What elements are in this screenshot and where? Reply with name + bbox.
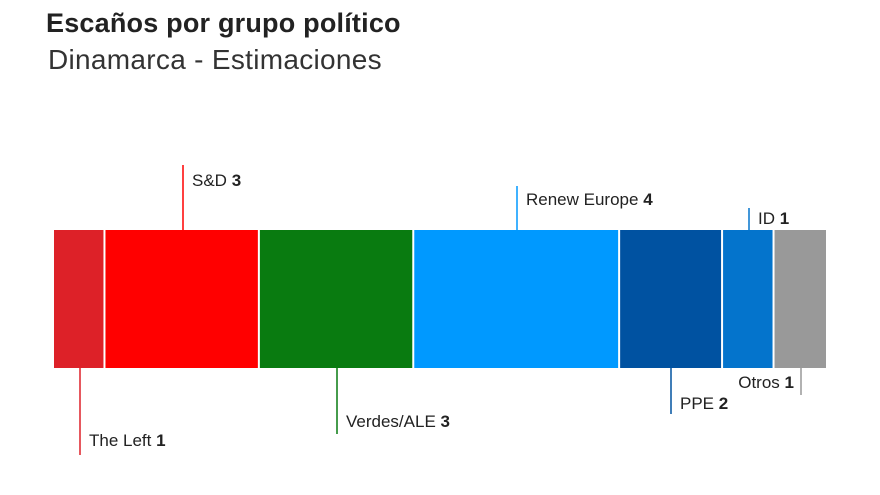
segment-label-s-d: S&D 3 [192,171,241,190]
segment-label-otros: Otros 1 [738,373,794,392]
segment-label-renew-europe: Renew Europe 4 [526,190,653,209]
segment-value-renew-europe: 4 [643,190,653,209]
segment-name-renew-europe: Renew Europe [526,190,643,209]
segment-value-the-left: 1 [156,431,165,450]
chart-title: Escaños por grupo político [46,8,401,38]
segment-name-verdes-ale: Verdes/ALE [346,412,441,431]
bar-segment-the-left [54,230,104,368]
bar-segment-ppe [620,230,722,368]
bar-segment-id [723,230,773,368]
bar-segment-renew-europe [414,230,619,368]
bar-segment-verdes-ale [259,230,413,368]
segment-value-id: 1 [780,209,789,228]
segment-label-ppe: PPE 2 [680,394,728,413]
segment-name-the-left: The Left [89,431,156,450]
segment-name-id: ID [758,209,780,228]
segment-value-ppe: 2 [719,394,728,413]
bar-segment-s-d [105,230,258,368]
segment-name-s-d: S&D [192,171,232,190]
segment-label-verdes-ale: Verdes/ALE 3 [346,412,450,431]
segment-value-otros: 1 [785,373,794,392]
segment-name-ppe: PPE [680,394,719,413]
bar-segment-otros [774,230,826,368]
segment-name-otros: Otros [738,373,784,392]
segment-value-verdes-ale: 3 [441,412,450,431]
segment-label-the-left: The Left 1 [89,431,166,450]
segment-label-id: ID 1 [758,209,789,228]
chart-subtitle: Dinamarca - Estimaciones [48,44,382,75]
segment-value-s-d: 3 [232,171,241,190]
